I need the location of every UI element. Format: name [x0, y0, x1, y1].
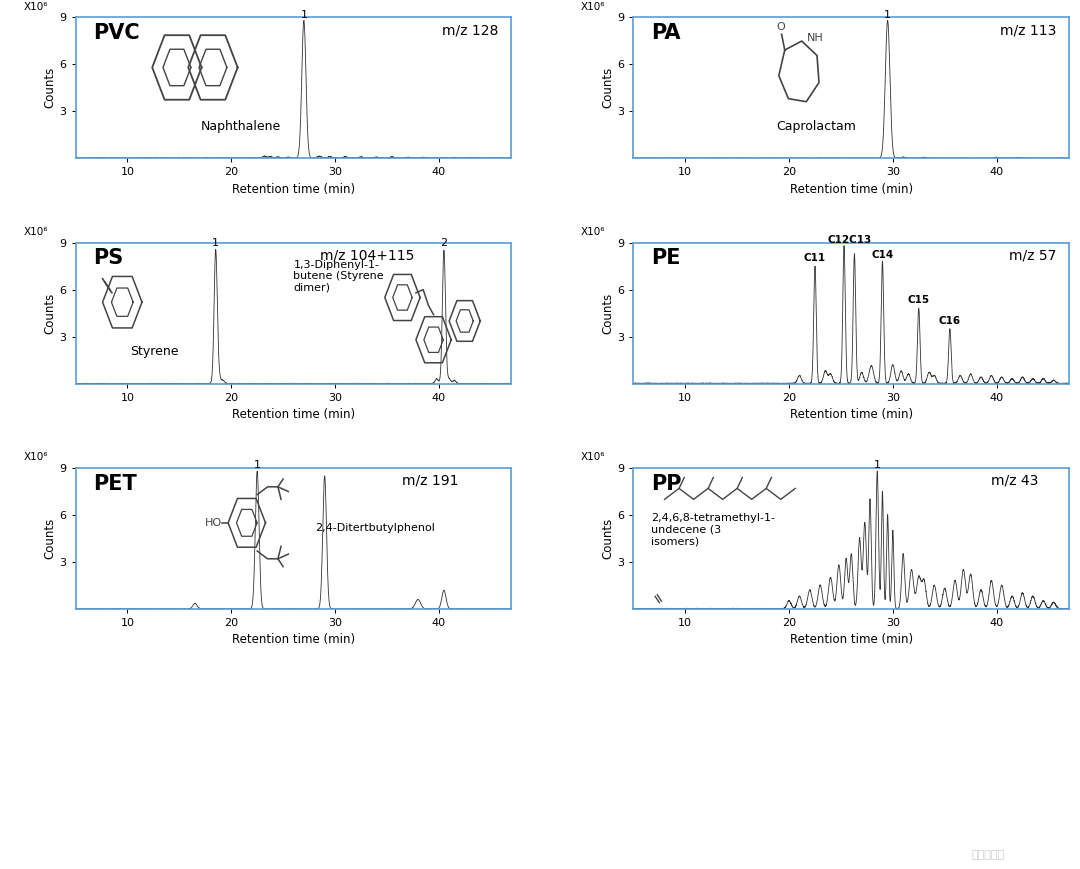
Text: 2,4,6,8-tetramethyl-1-
undecene (3
isomers): 2,4,6,8-tetramethyl-1- undecene (3 isome… — [651, 513, 774, 547]
Y-axis label: Counts: Counts — [43, 293, 56, 334]
Text: 1: 1 — [885, 10, 891, 20]
X-axis label: Retention time (min): Retention time (min) — [789, 634, 913, 647]
Text: HO: HO — [205, 518, 222, 527]
Y-axis label: Counts: Counts — [602, 67, 615, 109]
Text: NH: NH — [807, 33, 824, 43]
Text: PS: PS — [93, 249, 123, 269]
Text: m/z 43: m/z 43 — [990, 474, 1038, 488]
Text: Naphthalene: Naphthalene — [201, 120, 281, 133]
Text: 1: 1 — [874, 461, 881, 470]
Text: C11: C11 — [804, 253, 826, 263]
X-axis label: Retention time (min): Retention time (min) — [789, 408, 913, 421]
Text: 1: 1 — [254, 461, 260, 470]
Y-axis label: Counts: Counts — [43, 67, 56, 109]
Text: 1: 1 — [300, 10, 308, 20]
Text: PP: PP — [651, 474, 681, 494]
Text: PE: PE — [651, 249, 680, 269]
Text: 仪器信息网: 仪器信息网 — [971, 850, 1004, 860]
Y-axis label: Counts: Counts — [602, 293, 615, 334]
Text: m/z 104+115: m/z 104+115 — [320, 249, 414, 262]
Text: C14: C14 — [872, 250, 893, 260]
Y-axis label: Counts: Counts — [43, 518, 56, 559]
X-axis label: Retention time (min): Retention time (min) — [789, 182, 913, 196]
Text: X10⁶: X10⁶ — [581, 2, 606, 12]
Text: PET: PET — [93, 474, 137, 494]
X-axis label: Retention time (min): Retention time (min) — [232, 182, 355, 196]
X-axis label: Retention time (min): Retention time (min) — [232, 634, 355, 647]
Text: C15: C15 — [907, 295, 930, 305]
Text: 1: 1 — [212, 238, 219, 249]
Text: PVC: PVC — [93, 23, 139, 43]
Text: X10⁶: X10⁶ — [581, 227, 606, 237]
Text: O: O — [777, 22, 785, 31]
Text: 1,3-Diphenyl-1-
butene (Styrene
dimer): 1,3-Diphenyl-1- butene (Styrene dimer) — [294, 260, 384, 293]
Text: m/z 57: m/z 57 — [1009, 249, 1056, 262]
Text: PA: PA — [651, 23, 680, 43]
Text: 2: 2 — [441, 238, 447, 249]
Text: Caprolactam: Caprolactam — [777, 120, 856, 133]
Text: X10⁶: X10⁶ — [24, 227, 48, 237]
Text: C16: C16 — [939, 315, 961, 326]
Y-axis label: Counts: Counts — [602, 518, 615, 559]
Text: m/z 191: m/z 191 — [403, 474, 459, 488]
X-axis label: Retention time (min): Retention time (min) — [232, 408, 355, 421]
Text: X10⁶: X10⁶ — [24, 2, 48, 12]
Text: C12C13: C12C13 — [827, 235, 872, 245]
Text: 2,4-Ditertbutylphenol: 2,4-Ditertbutylphenol — [315, 523, 435, 534]
Text: Styrene: Styrene — [130, 345, 178, 358]
Text: m/z 113: m/z 113 — [1000, 23, 1056, 37]
Text: m/z 128: m/z 128 — [442, 23, 498, 37]
Text: X10⁶: X10⁶ — [581, 453, 606, 462]
Text: X10⁶: X10⁶ — [24, 453, 48, 462]
